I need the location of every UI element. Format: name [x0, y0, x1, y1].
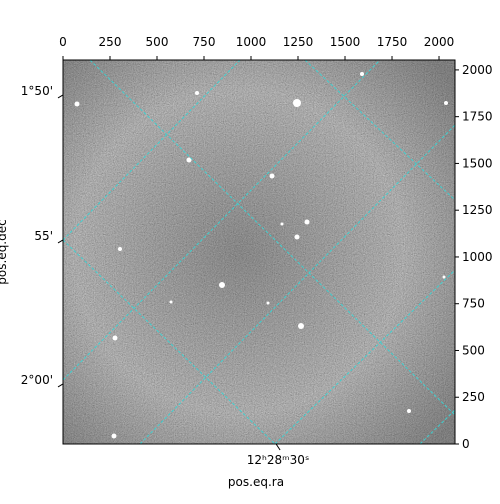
y-tick-label: 1500 — [462, 156, 493, 170]
dec-tick-label: 1°50' — [21, 84, 53, 98]
x-tick-label: 1500 — [330, 35, 361, 49]
x-tick-label: 1750 — [377, 35, 408, 49]
image — [62, 59, 456, 445]
coordinate-grid — [63, 60, 455, 444]
x-tick-label: 750 — [193, 35, 216, 49]
x-tick-label: 500 — [146, 35, 169, 49]
ra-tick-label: 12ʰ28ᵐ30ˢ — [247, 453, 310, 467]
y-tick-label: 250 — [462, 390, 485, 404]
x-tick-label: 0 — [59, 35, 67, 49]
x-tick-label: 2000 — [424, 35, 455, 49]
stars — [74, 72, 448, 439]
x-tick-label: 1250 — [283, 35, 314, 49]
x-tick-label: 250 — [99, 35, 122, 49]
x-axis-label: pos.eq.ra — [228, 475, 284, 489]
dec-tick-label: 55' — [34, 229, 53, 243]
y-tick-label: 500 — [462, 343, 485, 357]
y-tick-label: 1000 — [462, 250, 493, 264]
dec-tick-label: 2°00' — [21, 373, 53, 387]
dec-tick — [57, 239, 64, 244]
x-tick-label: 1000 — [236, 35, 267, 49]
dec-tick — [57, 94, 64, 99]
y-tick-label: 750 — [462, 297, 485, 311]
y-tick-label: 2000 — [462, 63, 493, 77]
y-tick-label: 1250 — [462, 203, 493, 217]
dec-tick — [57, 383, 64, 388]
y-tick-label: 1750 — [462, 110, 493, 124]
ra-tick — [275, 443, 281, 451]
y-axis-label: pos.eq.dec — [0, 219, 9, 284]
y-tick-label: 0 — [462, 437, 470, 451]
